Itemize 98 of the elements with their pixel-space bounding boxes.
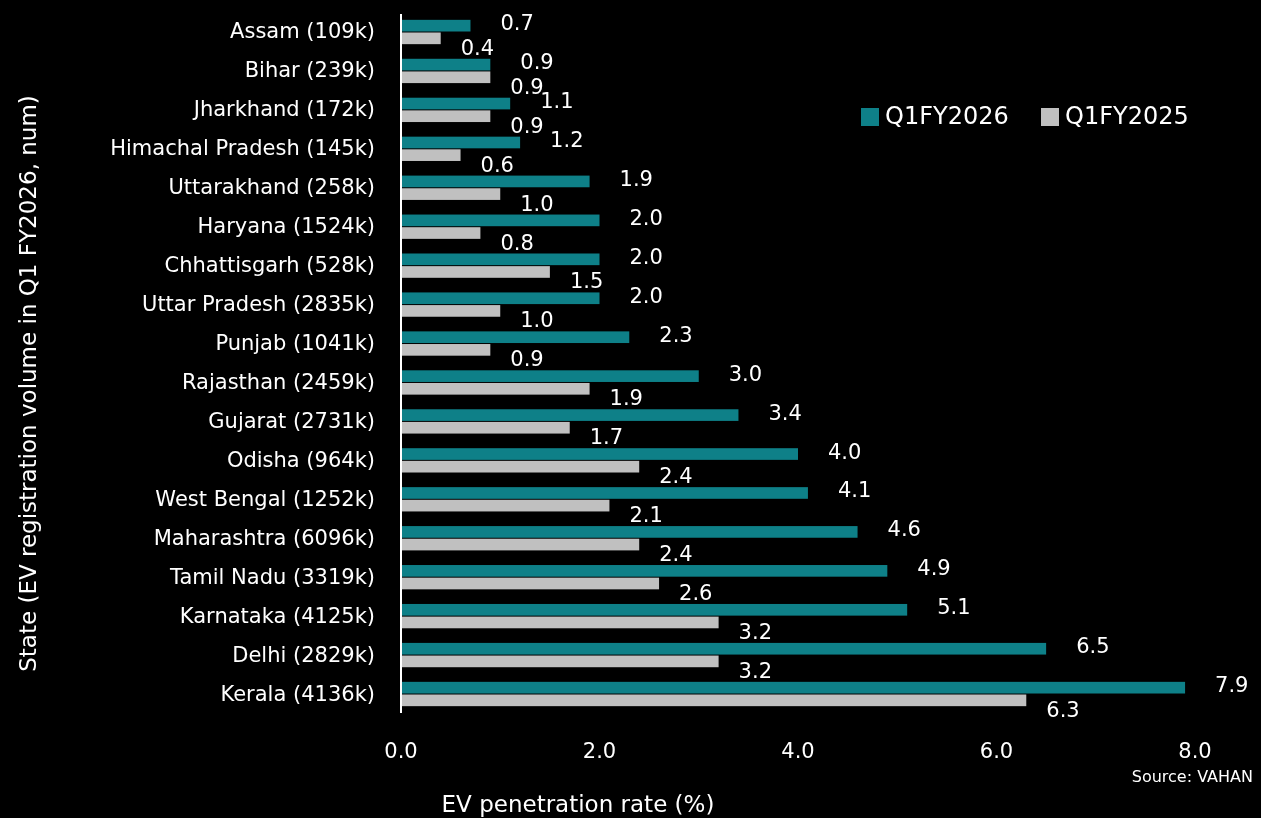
- bar: [401, 227, 481, 239]
- data-label: 2.1: [629, 503, 663, 528]
- y-tick-label: Jharkhand (172k): [191, 97, 375, 122]
- bar: [401, 331, 630, 344]
- y-tick-label: Bihar (239k): [244, 58, 375, 83]
- data-label: 3.2: [738, 619, 773, 644]
- y-tick-label: Assam (109k): [230, 19, 375, 44]
- bar: [401, 616, 719, 629]
- data-label: 2.4: [659, 464, 693, 489]
- y-tick-label: Delhi (2829k): [232, 642, 375, 667]
- y-tick-label: Uttar Pradesh (2835k): [142, 292, 375, 317]
- data-label: 0.9: [520, 50, 554, 75]
- data-label: 0.8: [500, 230, 534, 255]
- data-label: 1.5: [569, 269, 604, 294]
- bar: [401, 110, 491, 123]
- bar: [401, 266, 550, 278]
- y-tick-label: Karnataka (4125k): [179, 603, 375, 628]
- bar: [401, 175, 590, 188]
- source-note: Source: VAHAN: [1131, 767, 1253, 786]
- bar: [401, 214, 600, 227]
- bar: [401, 136, 521, 149]
- data-label: 2.6: [679, 581, 713, 606]
- y-tick-label: Uttarakhand (258k): [168, 175, 375, 200]
- data-label: 0.7: [500, 11, 534, 36]
- bar: [401, 694, 1027, 707]
- bar: [401, 370, 699, 382]
- y-tick-label: Rajasthan (2459k): [181, 369, 375, 394]
- y-tick-label: Gujarat (2731k): [208, 408, 375, 433]
- y-tick-label: Tamil Nadu (3319k): [169, 564, 375, 589]
- bar: [401, 344, 491, 356]
- data-label: 3.2: [738, 658, 773, 683]
- data-label: 1.0: [520, 191, 554, 216]
- data-label: 1.2: [550, 127, 584, 152]
- y-tick-label: Punjab (1041k): [215, 331, 375, 356]
- data-label: 1.0: [520, 308, 554, 333]
- data-label: 5.1: [937, 595, 971, 620]
- bar: [401, 421, 570, 434]
- bar: [401, 409, 739, 421]
- bar: [401, 487, 808, 499]
- data-label: 3.4: [768, 400, 802, 425]
- x-tick-label: 4.0: [781, 739, 815, 763]
- bar: [401, 97, 511, 110]
- bar: [401, 188, 501, 200]
- data-label: 4.9: [917, 556, 951, 581]
- legend-label: Q1FY2026: [885, 102, 1009, 130]
- bar: [401, 577, 660, 590]
- bar: [401, 565, 888, 577]
- data-label: 0.4: [460, 35, 495, 60]
- data-label: 4.1: [837, 478, 872, 503]
- bar: [401, 58, 491, 71]
- y-tick-label: Himachal Pradesh (145k): [110, 136, 375, 161]
- bar: [401, 681, 1186, 694]
- bar: [401, 538, 640, 551]
- y-tick-label: West Bengal (1252k): [155, 486, 375, 511]
- data-label: 2.3: [659, 322, 693, 347]
- data-label: 6.3: [1046, 697, 1080, 722]
- bar: [401, 499, 610, 512]
- bar: [401, 305, 501, 317]
- data-label: 4.0: [828, 439, 862, 464]
- data-label: 2.4: [659, 542, 693, 567]
- data-label: 1.9: [609, 386, 643, 411]
- bar: [401, 603, 908, 616]
- y-tick-label: Odisha (964k): [226, 447, 375, 472]
- y-tick-label: Maharashtra (6096k): [153, 525, 375, 550]
- bar: [401, 382, 590, 395]
- data-label: 2.0: [629, 205, 663, 230]
- bar: [401, 71, 491, 84]
- bar: [401, 253, 600, 266]
- x-tick-label: 0.0: [384, 739, 418, 763]
- data-label: 6.5: [1076, 634, 1110, 659]
- bar: [401, 642, 1047, 655]
- x-axis-title: EV penetration rate (%): [441, 791, 715, 817]
- x-tick-label: 2.0: [582, 739, 617, 763]
- bar: [401, 448, 798, 460]
- y-axis-title: State (EV registration volume in Q1 FY2026, num): [15, 95, 41, 672]
- legend-label: Q1FY2025: [1065, 102, 1189, 130]
- data-label: 0.9: [510, 347, 544, 372]
- bar: [401, 526, 858, 538]
- y-tick-label: Chhattisgarh (528k): [164, 253, 375, 278]
- x-tick-label: 8.0: [1178, 739, 1212, 763]
- bar: [401, 32, 441, 45]
- data-label: 7.9: [1215, 673, 1249, 698]
- data-label: 3.0: [728, 361, 763, 386]
- data-label: 2.0: [629, 283, 663, 308]
- data-label: 2.0: [629, 244, 663, 269]
- y-tick-label: Haryana (1524k): [197, 214, 375, 239]
- bar: [401, 460, 640, 473]
- x-tick-label: 6.0: [979, 739, 1014, 763]
- bar: [401, 149, 461, 161]
- data-label: 0.9: [510, 113, 544, 138]
- data-label: 1.9: [619, 166, 653, 191]
- data-label: 4.6: [887, 517, 921, 542]
- data-label: 1.7: [589, 425, 624, 450]
- bar: [401, 655, 719, 668]
- y-tick-label: Kerala (4136k): [220, 681, 375, 706]
- data-label: 0.6: [480, 152, 514, 177]
- bar: [401, 19, 471, 32]
- bar: [401, 292, 600, 305]
